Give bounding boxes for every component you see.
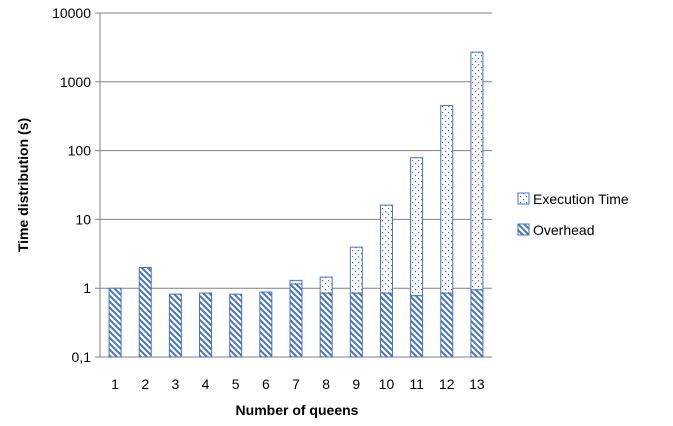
y-tick-label: 10 (75, 211, 91, 227)
y-tick-label: 100 (68, 143, 92, 159)
bar-overhead-2 (138, 266, 152, 358)
bar-overhead-9 (349, 292, 363, 358)
legend-item-execution-time: Execution Time (517, 191, 629, 207)
x-tick-label: 1 (111, 376, 119, 392)
x-tick-label: 9 (352, 376, 360, 392)
y-tick-label: 0,1 (72, 349, 92, 365)
x-tick-label: 7 (292, 376, 300, 392)
bar-overhead-10 (379, 292, 393, 358)
y-tick-label: 1000 (60, 74, 91, 90)
legend-label-overhead: Overhead (533, 222, 594, 238)
x-tick-label: 11 (409, 376, 424, 392)
bar-overhead-12 (440, 292, 454, 358)
bar-execution-time-12 (440, 105, 454, 294)
x-tick-label: 8 (322, 376, 330, 392)
y-tick-label: 10000 (52, 5, 91, 21)
legend-item-overhead: Overhead (517, 222, 594, 238)
x-axis-title: Number of queens (236, 402, 359, 418)
bar-overhead-5 (229, 293, 243, 358)
bar-overhead-7 (289, 283, 303, 358)
bar-overhead-3 (168, 293, 182, 358)
bar-overhead-8 (319, 292, 333, 358)
bars (108, 51, 484, 358)
bar-overhead-6 (259, 291, 273, 358)
bar-execution-time-13 (470, 51, 484, 291)
x-tick-label: 12 (439, 376, 455, 392)
bar-overhead-11 (410, 295, 424, 358)
y-tick-labels: 0,1 1 10 100 1000 10000 (52, 5, 91, 365)
y-tick-label: 1 (83, 280, 91, 296)
x-tick-label: 6 (262, 376, 270, 392)
y-axis-title: Time distribution (s) (15, 118, 31, 252)
x-tick-labels: 1 2 3 4 5 6 7 8 9 10 11 12 13 (111, 376, 485, 392)
x-tick-label: 3 (171, 376, 179, 392)
gridlines (95, 12, 492, 358)
x-tick-label: 10 (379, 376, 395, 392)
bar-overhead-4 (199, 292, 213, 358)
bar-execution-time-8 (319, 276, 333, 294)
legend-swatch-overhead (517, 223, 530, 236)
legend-swatch-execution-time (517, 192, 530, 205)
bar-overhead-13 (470, 289, 484, 358)
legend-label-execution-time: Execution Time (533, 191, 629, 207)
x-tick-label: 5 (232, 376, 240, 392)
x-tick-label: 4 (202, 376, 210, 392)
legend: Execution Time Overhead (517, 191, 629, 238)
bar-execution-time-7 (289, 279, 303, 285)
bar-overhead-1 (108, 287, 122, 358)
x-tick-label: 2 (141, 376, 149, 392)
bar-execution-time-11 (410, 157, 424, 297)
x-tick-label: 13 (469, 376, 485, 392)
bar-execution-time-9 (349, 246, 363, 294)
bar-execution-time-10 (379, 204, 393, 294)
